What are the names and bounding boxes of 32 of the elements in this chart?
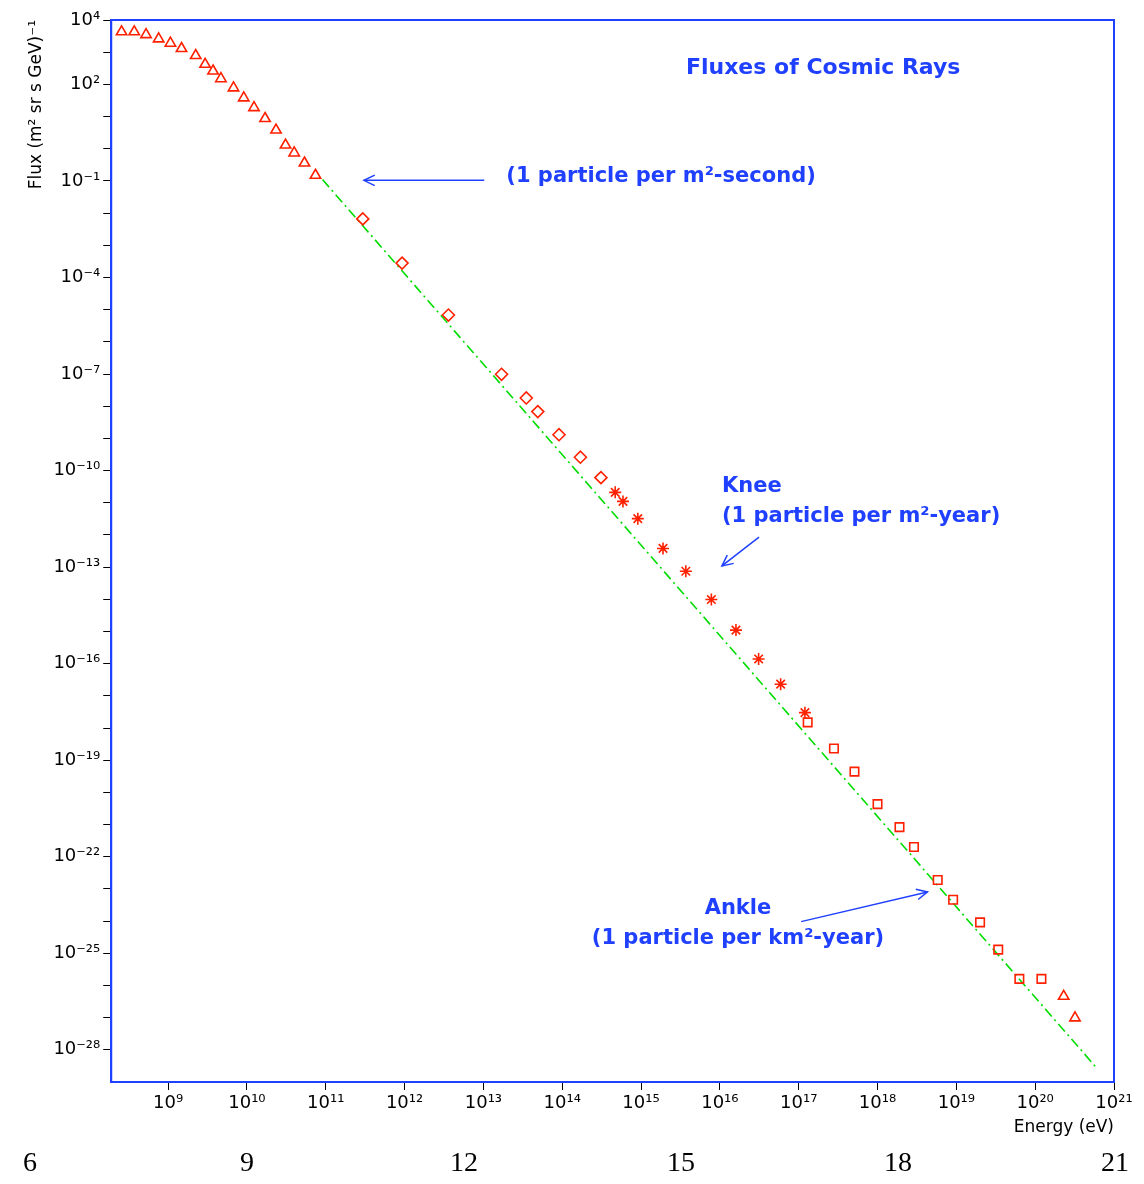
x-tick-label: 10¹⁶ (701, 1091, 739, 1113)
y-tick-label: 10⁻²⁵ (53, 940, 101, 962)
y-tick-label: 10² (70, 72, 101, 94)
text: 6 9 12 15 18 21 (23, 1146, 1129, 1178)
x-tick-label: 10⁹ (153, 1091, 184, 1113)
x-tick-label: 10¹² (385, 1091, 424, 1113)
y-tick-label: 10⁻¹⁰ (53, 458, 101, 480)
x-tick-label: 10¹⁷ (780, 1091, 818, 1113)
annotation: Knee (1 particle per m²-year) (721, 472, 1001, 527)
annotation: Ankle (1 particle per km²-year) (591, 895, 885, 950)
y-tick-label: 10⁻¹⁹ (53, 747, 101, 769)
y-tick-label: 10⁻¹ (60, 168, 101, 190)
y-tick-label: 10⁻²² (53, 844, 101, 866)
x-tick-label: 10²⁰ (1016, 1091, 1054, 1113)
y-tick-label: 10⁻²⁸ (53, 1037, 101, 1059)
y-tick-label: 10⁻⁴ (60, 265, 101, 287)
annotation: (1 particle per m²-second) (506, 162, 816, 187)
y-tick-label: 10⁻⁷ (60, 361, 101, 383)
text: Fluxes of Cosmic Rays (685, 53, 961, 79)
x-tick-label: 10²¹ (1095, 1091, 1133, 1113)
x-tick-label: 10¹⁰ (228, 1091, 266, 1113)
y-tick-label: 10⁻¹³ (53, 554, 101, 576)
x-tick-label: 10¹⁹ (937, 1091, 976, 1113)
x-tick-label: 10¹¹ (307, 1091, 345, 1113)
y-axis-title: Flux (m² sr s GeV)⁻¹ (24, 20, 45, 190)
x-tick-label: 10¹⁸ (858, 1091, 897, 1113)
x-tick-label: 10¹⁵ (622, 1091, 660, 1113)
y-tick-label: 10⁻¹⁶ (53, 651, 101, 673)
y-tick-label: 10⁴ (70, 7, 101, 29)
x-tick-label: 10¹³ (464, 1091, 503, 1113)
x-axis-title: Energy (eV) (1013, 1116, 1114, 1137)
x-tick-label: 10¹⁴ (543, 1091, 581, 1113)
